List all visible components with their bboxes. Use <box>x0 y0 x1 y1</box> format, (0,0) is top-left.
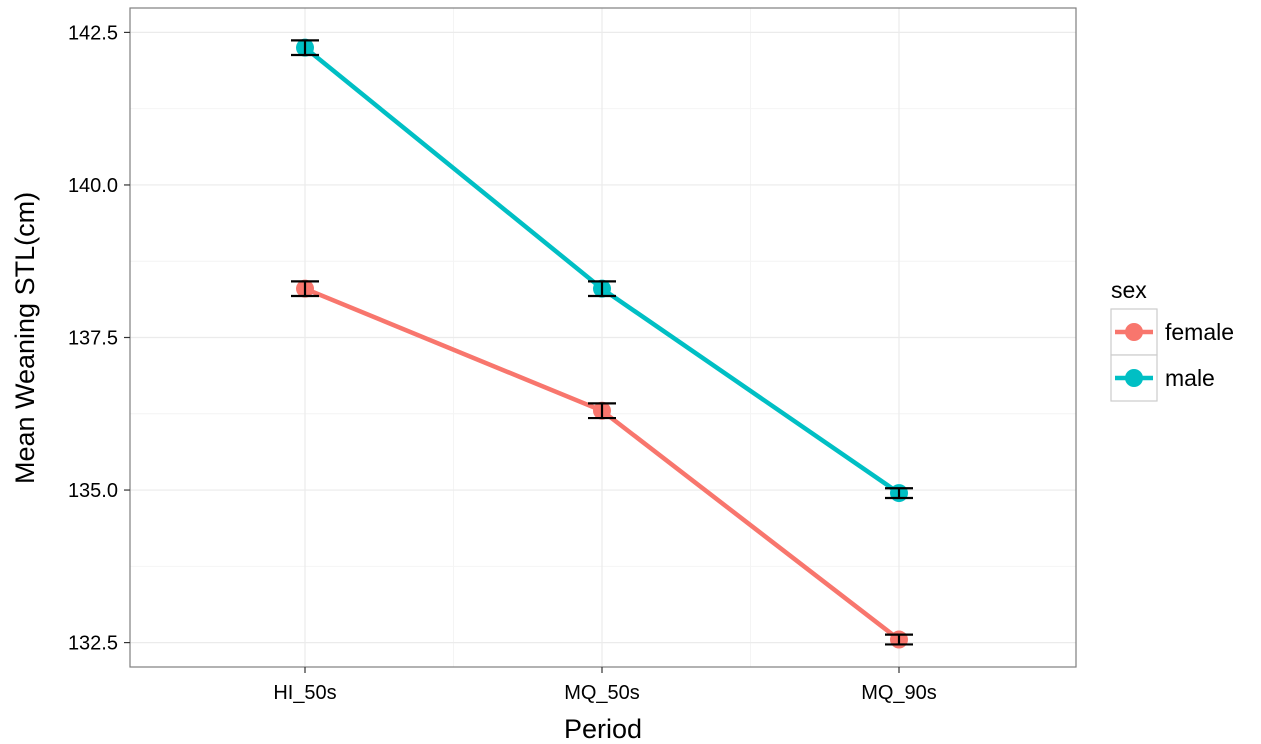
x-axis-title: Period <box>564 714 642 744</box>
legend-key-point-female <box>1125 323 1143 341</box>
legend-label-male: male <box>1165 365 1215 391</box>
legend-label-female: female <box>1165 319 1234 345</box>
y-tick-label: 142.5 <box>68 22 118 44</box>
y-tick-label: 132.5 <box>68 633 118 655</box>
x-tick-label: HI_50s <box>273 682 336 704</box>
x-tick-label: MQ_90s <box>861 682 937 704</box>
legend-title: sex <box>1111 277 1147 303</box>
y-tick-label: 137.5 <box>68 328 118 350</box>
y-tick-label: 135.0 <box>68 480 118 502</box>
x-tick-label: MQ_50s <box>564 682 640 704</box>
y-axis-title: Mean Weaning STL(cm) <box>10 192 40 484</box>
y-tick-label: 140.0 <box>68 175 118 197</box>
legend-key-point-male <box>1125 369 1143 387</box>
